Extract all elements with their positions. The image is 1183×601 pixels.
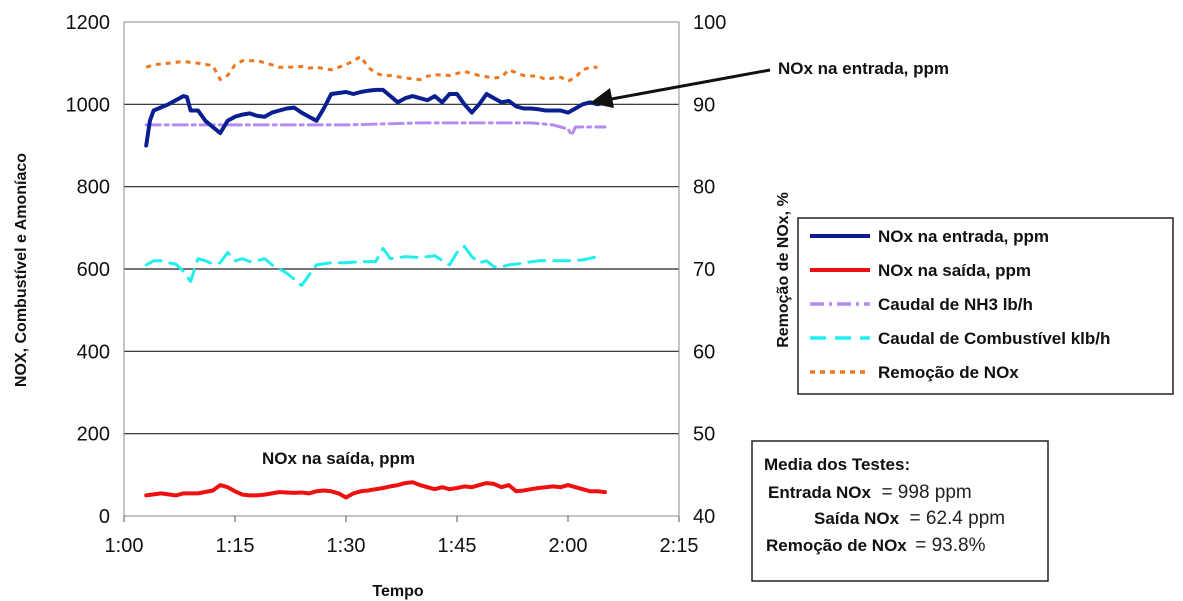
stats-row-inlet-value: = 998 ppm xyxy=(881,482,971,503)
right-tick-80: 80 xyxy=(693,177,715,199)
left-tick-1200: 1200 xyxy=(66,12,111,34)
right-tick-100: 100 xyxy=(693,12,726,34)
stats-row-removal-value: = 93.8% xyxy=(915,535,985,556)
stats-title: Media dos Testes: xyxy=(764,455,910,474)
left-tick-0: 0 xyxy=(99,506,110,528)
series-line-nox-na-entrada-ppm xyxy=(144,87,607,148)
left-axis-label: NOX, Combustível e Amoníaco xyxy=(13,153,30,387)
left-tick-400: 400 xyxy=(77,341,110,363)
series-line-remocao-de-nox xyxy=(145,55,598,83)
right-axis-label: Remoção de NOx, % xyxy=(775,192,792,348)
series-line-caudal-de-combustivel-klb-h xyxy=(144,244,600,287)
left-tick-200: 200 xyxy=(77,424,110,446)
legend-label-3: Caudal de Combustível klb/h xyxy=(878,329,1110,348)
legend-label-4: Remoção de NOx xyxy=(878,363,1019,382)
right-tick-40: 40 xyxy=(693,506,715,528)
legend-label-0: NOx na entrada, ppm xyxy=(878,227,1049,246)
x-tick-4: 2:00 xyxy=(549,535,588,557)
series-layer xyxy=(144,55,607,500)
x-tick-2: 1:30 xyxy=(327,535,366,557)
x-tick-1: 1:15 xyxy=(216,535,255,557)
x-axis-ticks: 1:00 1:15 1:30 1:45 2:00 2:15 xyxy=(105,516,699,557)
x-tick-0: 1:00 xyxy=(105,535,144,557)
stats-row-inlet: Entrada NOx = 998 ppm xyxy=(768,482,972,503)
right-tick-70: 70 xyxy=(693,259,715,281)
x-axis-label: Tempo xyxy=(372,583,423,600)
stats-row-inlet-label: Entrada NOx xyxy=(768,483,872,502)
legend: NOx na entrada, ppm NOx na saída, ppm Caud… xyxy=(797,217,1174,395)
legend-box xyxy=(797,217,1174,395)
stats-row-removal: Remoção de NOx = 93.8% xyxy=(766,535,986,556)
x-tick-5: 2:15 xyxy=(660,535,699,557)
x-tick-3: 1:45 xyxy=(438,535,477,557)
stats-row-outlet: Saída NOx = 62.4 ppm xyxy=(814,508,1005,529)
series-line-caudal-de-nh3-lb-h xyxy=(144,121,607,137)
left-tick-1000: 1000 xyxy=(66,94,111,116)
stats-row-removal-label: Remoção de NOx xyxy=(766,536,907,555)
stats-row-outlet-value: = 62.4 ppm xyxy=(910,508,1006,529)
legend-label-1: NOx na saída, ppm xyxy=(878,261,1031,280)
legend-label-2: Caudal de NH3 lb/h xyxy=(878,295,1033,314)
inlet-annotation-label: NOx na entrada, ppm xyxy=(778,59,949,78)
stats-box-frame xyxy=(751,440,1049,582)
gridlines xyxy=(124,103,679,435)
right-axis-ticks: 40 50 60 70 80 90 100 xyxy=(693,12,726,528)
outlet-annotation-label: NOx na saída, ppm xyxy=(262,449,415,468)
stats-box: Media dos Testes: Entrada NOx = 998 ppm … xyxy=(751,440,1049,582)
left-axis-ticks: 0 200 400 600 800 1000 1200 xyxy=(66,12,111,528)
plot-area-frame xyxy=(123,21,680,517)
annotation-arrowhead xyxy=(590,88,614,108)
annotation-arrow xyxy=(605,68,771,102)
right-tick-90: 90 xyxy=(693,94,715,116)
right-tick-60: 60 xyxy=(693,341,715,363)
inlet-annotation: NOx na entrada, ppm xyxy=(590,59,949,108)
left-tick-800: 800 xyxy=(77,177,110,199)
right-tick-50: 50 xyxy=(693,424,715,446)
series-line-nox-na-saida-ppm xyxy=(144,480,607,500)
stats-row-outlet-label: Saída NOx xyxy=(814,509,900,528)
left-tick-600: 600 xyxy=(77,259,110,281)
